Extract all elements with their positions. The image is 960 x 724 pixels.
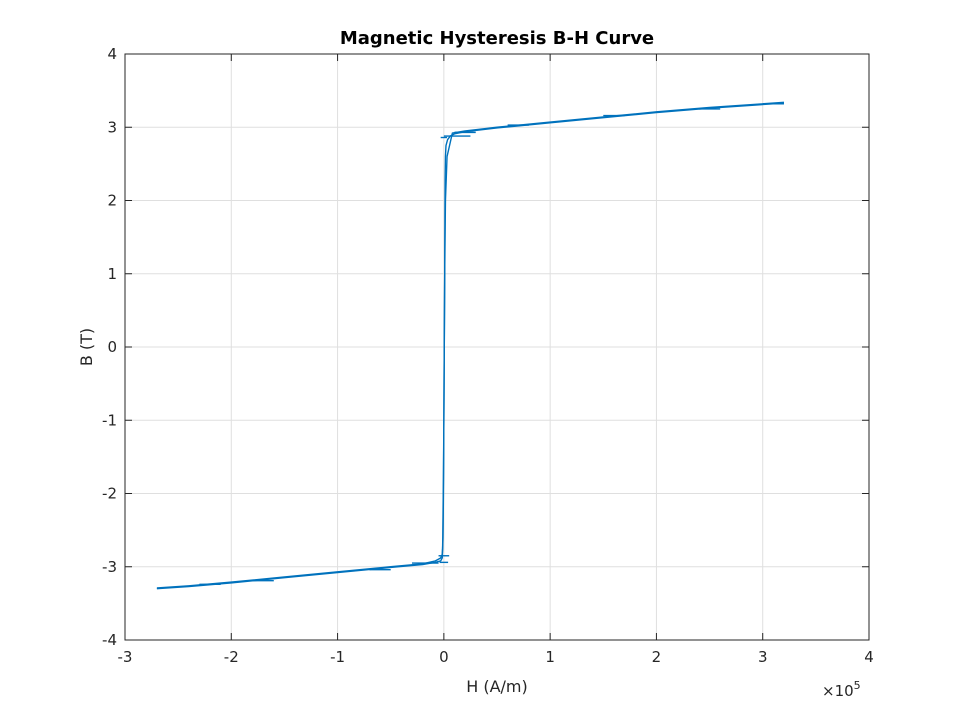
y-tick-label: 4 (107, 45, 117, 63)
y-tick-label: -3 (102, 558, 117, 576)
y-tick-labels: -4 -3 -2 -1 0 1 2 3 4 (102, 45, 117, 649)
y-tick-label: 1 (107, 265, 117, 283)
x-tick-label: -3 (118, 648, 133, 666)
y-tick-label: 3 (107, 118, 117, 136)
chart-title: Magnetic Hysteresis B-H Curve (340, 28, 654, 49)
x-tick-label: 3 (758, 648, 768, 666)
y-tick-label: -2 (102, 485, 117, 503)
y-tick-label: 0 (107, 338, 117, 356)
x-multiplier-base: ×10 (822, 682, 854, 700)
x-axis-multiplier: ×105 (822, 679, 861, 700)
data-layer (156, 101, 785, 590)
y-tick-label: -4 (102, 631, 117, 649)
x-tick-label: -2 (224, 648, 239, 666)
y-tick-label: -1 (102, 411, 117, 429)
x-tick-label: -1 (330, 648, 345, 666)
x-tick-label: 4 (864, 648, 874, 666)
x-tick-label: 0 (439, 648, 449, 666)
y-tick-label: 2 (107, 192, 117, 210)
ticks (124, 53, 870, 641)
x-axis-label: H (A/m) (466, 677, 528, 696)
x-tick-label: 1 (545, 648, 555, 666)
x-tick-label: 2 (652, 648, 662, 666)
y-axis-label: B (T) (77, 328, 96, 366)
x-tick-labels: -3 -2 -1 0 1 2 3 4 (118, 648, 874, 666)
x-multiplier-exponent: 5 (854, 679, 861, 692)
series-line-segment (156, 101, 785, 589)
